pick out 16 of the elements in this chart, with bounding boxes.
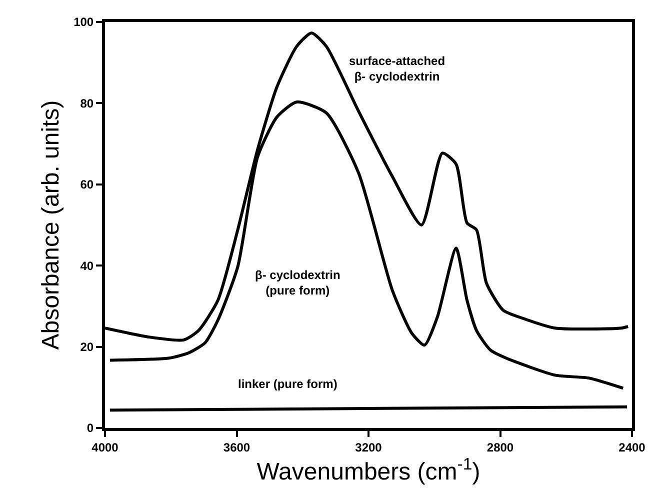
x-tick-label: 2400	[618, 440, 646, 454]
y-tick-label: 0	[86, 421, 94, 436]
x-tick-label: 3200	[355, 440, 382, 454]
y-tick-label: 60	[80, 178, 94, 192]
x-tick-label: 2800	[486, 440, 514, 454]
series-label: β- cyclodextrin (pure form)	[255, 268, 340, 298]
y-tick-label: 100	[74, 15, 94, 30]
x-axis-title: Wavenumbers (cm$^{-1}$)	[256, 454, 480, 486]
y-tick-label: 40	[80, 258, 94, 273]
x-tick-label: 4000	[92, 440, 119, 454]
series-label: surface-attached β- cyclodextrin	[349, 54, 446, 84]
series-label: linker (pure form)	[238, 377, 338, 391]
x-tick-label: 3600	[223, 440, 250, 454]
y-tick-label: 20	[80, 340, 94, 354]
y-axis-title: Absorbance (arb. units)	[38, 100, 65, 350]
y-tick-label: 80	[80, 96, 94, 110]
